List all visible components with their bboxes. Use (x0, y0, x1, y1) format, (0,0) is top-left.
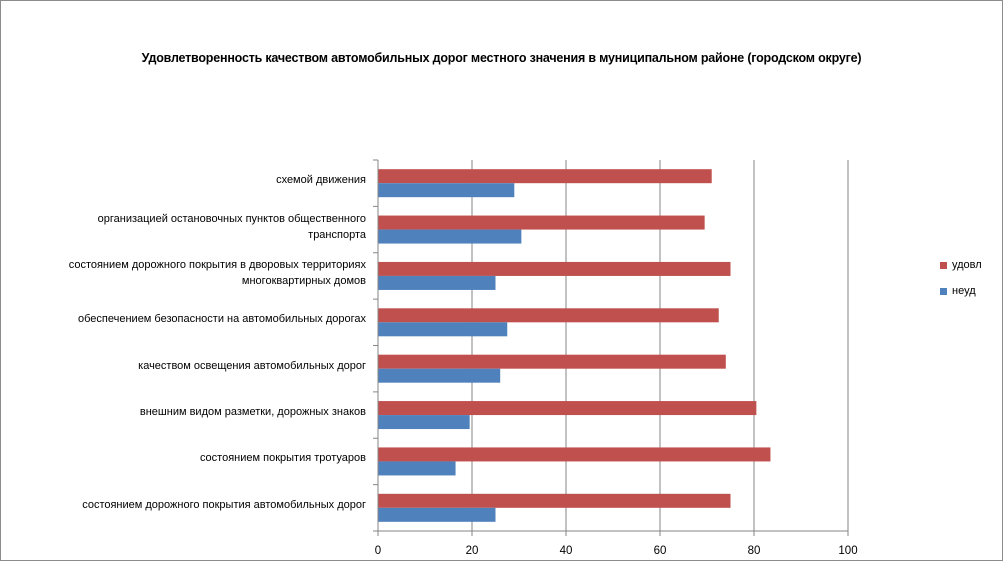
bar-неуд (378, 229, 522, 244)
bar-удовл (378, 447, 771, 462)
legend-swatch (940, 287, 947, 295)
category-label-line: состоянием дорожного покрытия автомобиль… (82, 498, 366, 511)
x-tick-label: 60 (654, 545, 667, 557)
bar-удовл (378, 261, 731, 276)
category-label: схемой движения (10, 172, 366, 188)
bar-удовл (378, 354, 726, 369)
category-label-line: состоянием дорожного покрытия в дворовых… (68, 258, 366, 271)
bar-удовл (378, 401, 757, 416)
x-tick-label: 0 (375, 545, 381, 557)
bar-неуд (378, 275, 496, 290)
category-label-line: схемой движения (276, 174, 366, 187)
category-label: организацией остановочных пунктов общест… (10, 211, 366, 243)
category-label: состоянием дорожного покрытия в дворовых… (10, 257, 366, 289)
x-tick-label: 20 (466, 545, 479, 557)
bar-неуд (378, 461, 456, 476)
legend-swatch (940, 261, 947, 269)
legend-item: удовл (940, 259, 982, 271)
bar-удовл (378, 215, 705, 230)
category-label: качеством освещения автомобильных дорог (10, 358, 366, 374)
bar-неуд (378, 507, 496, 522)
bar-неуд (378, 415, 470, 430)
bar-удовл (378, 493, 731, 508)
category-label-line: организацией остановочных пунктов общест… (97, 212, 366, 225)
bar-удовл (378, 169, 712, 184)
bar-неуд (378, 322, 508, 337)
x-tick-label: 100 (838, 545, 857, 557)
bar-неуд (378, 183, 515, 198)
x-tick-label: 80 (748, 545, 761, 557)
legend-label: неуд (952, 285, 976, 297)
category-label: обеспечением безопасности на автомобильн… (10, 311, 366, 327)
bar-удовл (378, 308, 719, 323)
category-label-line: качеством освещения автомобильных дорог (138, 359, 366, 372)
category-label-line: обеспечением безопасности на автомобильн… (78, 313, 366, 326)
category-label-line: транспорта (308, 228, 366, 241)
category-label-line: состоянием покрытия тротуаров (199, 452, 366, 465)
category-label-line: внешним видом разметки, дорожных знаков (139, 406, 366, 419)
category-label: состоянием покрытия тротуаров (10, 450, 366, 466)
category-label-line: многоквартирных домов (241, 274, 366, 287)
legend-label: удовл (952, 259, 982, 271)
category-label: состоянием дорожного покрытия автомобиль… (10, 497, 366, 513)
chart-title: Удовлетворенность качеством автомобильны… (141, 51, 862, 65)
x-tick-label: 40 (560, 545, 573, 557)
bar-неуд (378, 368, 501, 383)
category-label: внешним видом разметки, дорожных знаков (10, 404, 366, 420)
legend-item: неуд (940, 285, 976, 297)
